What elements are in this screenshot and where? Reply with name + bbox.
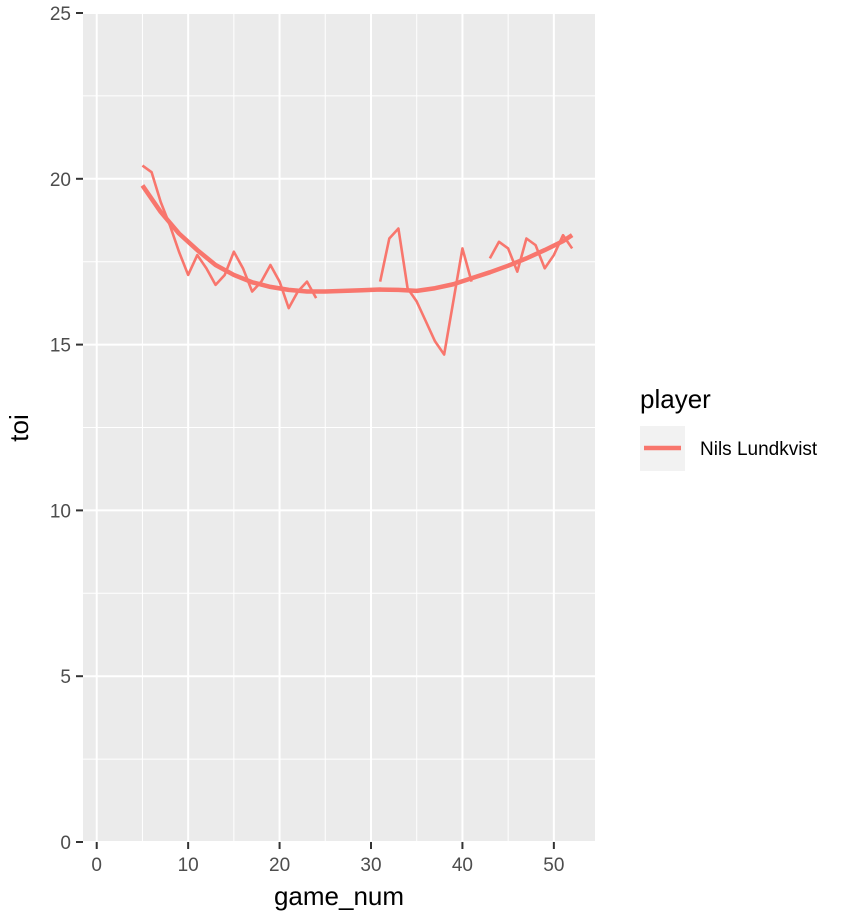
series-line-segment-1 <box>141 164 318 310</box>
x-tick-label: 40 <box>452 855 473 876</box>
x-tick-label: 0 <box>91 855 102 876</box>
smooth-trend-line <box>140 184 574 294</box>
y-tick-label: 15 <box>50 336 71 357</box>
x-tick-label: 30 <box>360 855 381 876</box>
minor-gridlines <box>83 13 595 842</box>
y-tick-label: 0 <box>60 833 71 854</box>
y-tick-label: 25 <box>50 4 71 25</box>
x-tick-label: 50 <box>543 855 564 876</box>
legend-label-nils-lundkvist: Nils Lundkvist <box>700 439 818 460</box>
y-tick-label: 20 <box>50 170 71 191</box>
x-tick-label: 20 <box>269 855 290 876</box>
axis-tick-labels: 0 10 20 30 40 50 0 5 10 15 20 25 <box>50 4 565 876</box>
axis-ticks <box>76 12 555 849</box>
y-axis-title: toi <box>4 414 34 441</box>
y-tick-label: 5 <box>60 667 71 688</box>
major-gridlines <box>83 12 595 843</box>
x-tick-label: 10 <box>178 855 199 876</box>
y-tick-label: 10 <box>50 501 71 522</box>
data-lines <box>140 164 574 356</box>
legend-title: player <box>640 384 711 414</box>
legend: player Nils Lundkvist <box>640 384 818 471</box>
x-axis-title: game_num <box>274 881 404 911</box>
